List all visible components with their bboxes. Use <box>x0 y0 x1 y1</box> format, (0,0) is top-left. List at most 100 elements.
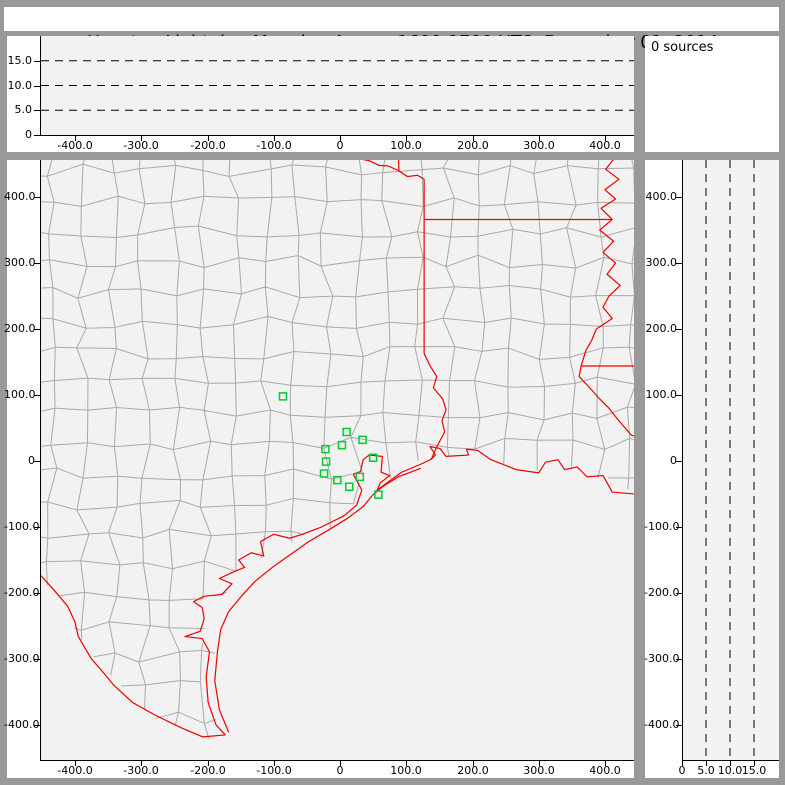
tick-mark <box>406 136 407 141</box>
county-borders <box>41 160 634 760</box>
tick-label: 100.0 <box>390 139 422 152</box>
tick-label: -200.0 <box>190 764 226 777</box>
map-canvas <box>41 160 634 760</box>
tick-mark <box>473 761 474 766</box>
tick-label: 0 <box>678 764 686 777</box>
rio-grande-line <box>41 575 225 737</box>
lma-station-marker <box>375 491 382 498</box>
tick-mark <box>539 761 540 766</box>
lma-station-marker <box>321 470 328 477</box>
tick-label: 10.0 <box>717 764 743 777</box>
tick-label: 5.0 <box>697 764 715 777</box>
lma-station-marker <box>322 446 329 453</box>
tick-label: 200.0 <box>4 322 36 335</box>
lma-station-marker <box>346 483 353 490</box>
tick-mark <box>676 263 682 264</box>
tick-label: 0 <box>670 454 677 467</box>
sabine-river-line <box>424 353 446 459</box>
lma-station-marker <box>356 473 363 480</box>
tick-mark <box>34 659 40 660</box>
tick-label: -300.0 <box>123 139 159 152</box>
tick-label: -200.0 <box>4 586 40 599</box>
tick-label: -300.0 <box>644 652 680 665</box>
coast-line <box>185 447 634 735</box>
lma-station-marker <box>279 393 286 400</box>
lma-station-marker <box>323 458 330 465</box>
tick-label: 100.0 <box>390 764 422 777</box>
title-bar: Houston Lightning Mapping Array 1600-170… <box>4 7 779 53</box>
tick-mark <box>676 593 682 594</box>
mississippi-river-line <box>579 160 634 439</box>
tick-mark <box>605 136 606 141</box>
lma-station-marker <box>370 454 377 461</box>
tick-mark <box>34 263 40 264</box>
tick-mark <box>406 761 407 766</box>
tick-mark <box>34 461 40 462</box>
tick-mark <box>682 761 683 766</box>
tick-mark <box>676 461 682 462</box>
tick-label: -100.0 <box>4 520 40 533</box>
tick-label: 15.0 <box>7 54 33 67</box>
tick-mark <box>34 527 40 528</box>
tick-label: 200.0 <box>457 764 489 777</box>
tick-label: -200.0 <box>644 586 680 599</box>
tick-label: -100.0 <box>256 764 292 777</box>
tick-label: 5.0 <box>14 103 33 116</box>
tick-mark <box>340 136 341 141</box>
tick-mark <box>208 136 209 141</box>
tick-label: 400.0 <box>589 764 621 777</box>
tick-mark <box>676 329 682 330</box>
red-river-line <box>315 160 424 179</box>
barrier-islands-line <box>215 468 421 732</box>
tick-label: 300.0 <box>645 256 678 269</box>
tick-label: -400.0 <box>57 764 93 777</box>
tick-mark <box>34 329 40 330</box>
tick-label: -100.0 <box>644 520 680 533</box>
tick-mark <box>274 761 275 766</box>
tick-mark <box>208 761 209 766</box>
tick-label: 300.0 <box>523 764 555 777</box>
tick-label: -300.0 <box>123 764 159 777</box>
tick-mark <box>34 197 40 198</box>
tick-label: -400.0 <box>4 718 40 731</box>
lma-station-marker <box>359 436 366 443</box>
tick-label: -200.0 <box>190 139 226 152</box>
tick-mark <box>75 136 76 141</box>
tick-label: 300.0 <box>523 139 555 152</box>
tick-label: 400.0 <box>4 190 36 203</box>
tick-mark <box>34 86 40 87</box>
tick-mark <box>539 136 540 141</box>
station-markers <box>279 393 381 498</box>
tick-mark <box>676 395 682 396</box>
tick-label: 0 <box>336 139 344 152</box>
tick-mark <box>754 761 755 766</box>
source-count-label: 0 sources <box>651 40 714 55</box>
ew-altitude-dashed-lines <box>41 60 634 111</box>
tick-label: -400.0 <box>644 718 680 731</box>
ok-ar-border-line <box>398 160 399 171</box>
ns-altitude-dashed-lines <box>705 160 755 760</box>
tick-mark <box>605 761 606 766</box>
source-count-panel <box>645 36 779 152</box>
tick-mark <box>34 110 40 111</box>
tick-mark <box>34 395 40 396</box>
tick-mark <box>34 135 40 136</box>
lma-station-marker <box>334 477 341 484</box>
tick-label: 100.0 <box>645 388 678 401</box>
tick-label: 0 <box>25 128 32 141</box>
tick-label: 15.0 <box>741 764 767 777</box>
state-borders <box>41 160 634 737</box>
tick-label: 100.0 <box>4 388 36 401</box>
tick-mark <box>676 659 682 660</box>
tick-label: 10.0 <box>7 79 33 92</box>
tick-label: 400.0 <box>589 139 621 152</box>
lma-station-marker <box>343 428 350 435</box>
tick-mark <box>730 761 731 766</box>
tick-mark <box>473 136 474 141</box>
tick-mark <box>676 725 682 726</box>
tick-label: 200.0 <box>457 139 489 152</box>
tick-label: -300.0 <box>4 652 40 665</box>
tick-mark <box>676 527 682 528</box>
tick-mark <box>340 761 341 766</box>
